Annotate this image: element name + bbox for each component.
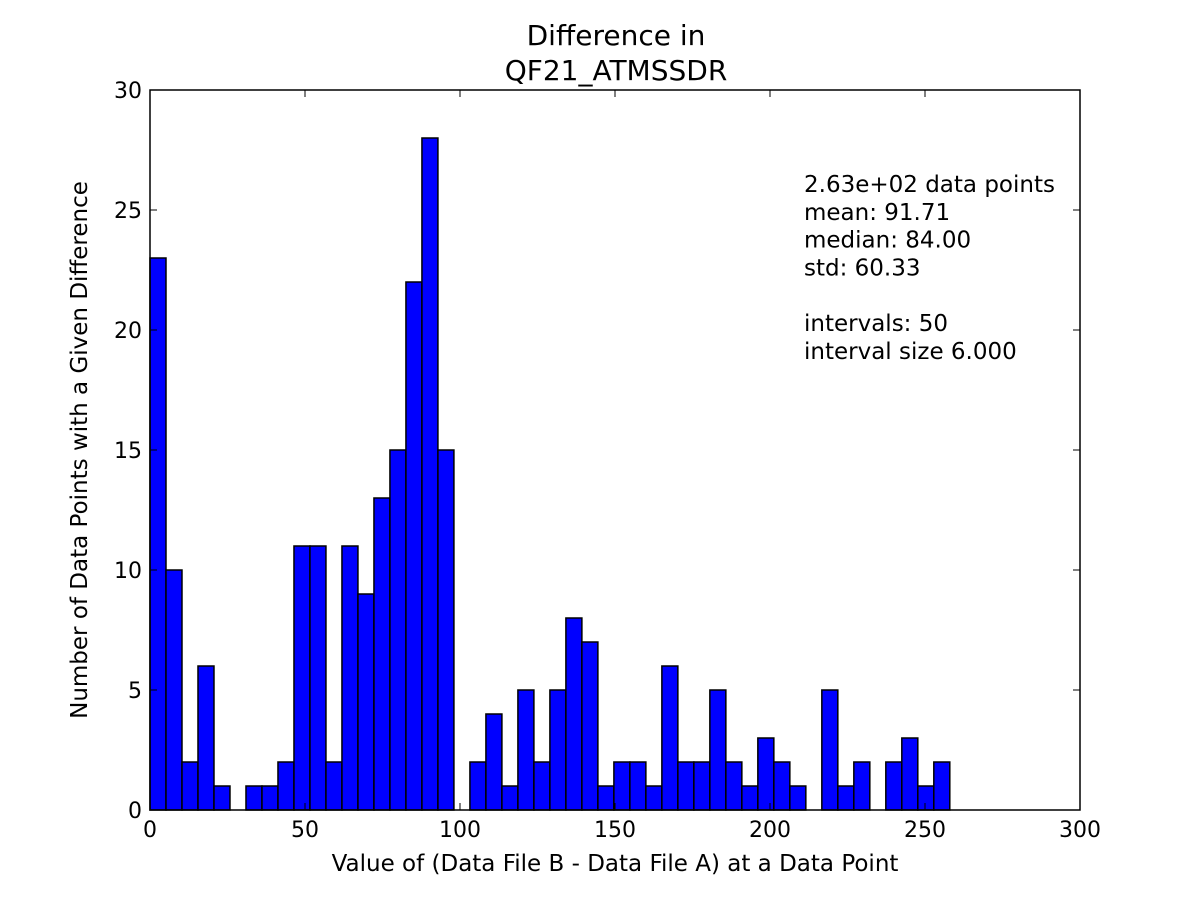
x-axis-label: Value of (Data File B - Data File A) at …	[332, 851, 899, 877]
x-tick-label: 200	[749, 818, 791, 843]
y-axis-label: Number of Data Points with a Given Diffe…	[67, 181, 93, 719]
histogram-bar	[277, 761, 295, 811]
histogram-bar	[389, 449, 407, 811]
x-tick-label: 0	[143, 818, 157, 843]
histogram-bar	[325, 761, 343, 811]
plot-frame	[149, 89, 1081, 811]
histogram-bar	[757, 737, 775, 811]
x-tick-label: 50	[291, 818, 319, 843]
histogram-bar	[725, 761, 743, 811]
histogram-bar	[837, 785, 855, 811]
histogram-bar	[533, 761, 551, 811]
stats-annotation-line: interval size 6.000	[804, 339, 1017, 365]
stats-annotation-line: intervals: 50	[804, 311, 948, 337]
y-tick-label: 30	[114, 79, 142, 104]
histogram-bar	[917, 785, 935, 811]
y-tick-label: 0	[128, 799, 142, 824]
histogram-bar	[693, 761, 711, 811]
histogram-bar	[373, 497, 391, 811]
y-tick-label: 10	[114, 559, 142, 584]
histogram-bar	[565, 617, 583, 811]
histogram-bar	[293, 545, 311, 811]
histogram-bar	[549, 689, 567, 811]
histogram-bar	[309, 545, 327, 811]
histogram-bar	[661, 665, 679, 811]
histogram-bar	[357, 593, 375, 811]
histogram-bar	[469, 761, 487, 811]
histogram-bar	[581, 641, 599, 811]
stats-annotation-line: mean: 91.71	[804, 200, 950, 226]
histogram-bar	[677, 761, 695, 811]
histogram-bar	[853, 761, 871, 811]
histogram-bar	[821, 689, 839, 811]
chart-title-line-2: QF21_ATMSSDR	[505, 54, 728, 87]
y-tick-label: 15	[114, 439, 142, 464]
histogram-bar	[197, 665, 215, 811]
histogram-bar	[629, 761, 647, 811]
chart-title-line-1: Difference in	[527, 19, 706, 52]
y-tick-label: 20	[114, 319, 142, 344]
histogram-bar	[165, 569, 183, 811]
histogram-bar	[901, 737, 919, 811]
histogram-bar	[933, 761, 951, 811]
histogram-bar	[773, 761, 791, 811]
histogram-bar	[181, 761, 199, 811]
stats-annotation-line: median: 84.00	[804, 228, 971, 254]
histogram-bar	[213, 785, 231, 811]
histogram-bar	[885, 761, 903, 811]
histogram-bar	[613, 761, 631, 811]
histogram-bar	[149, 257, 167, 811]
stats-annotation-line: std: 60.33	[804, 255, 921, 281]
histogram-bar	[517, 689, 535, 811]
x-tick-label: 300	[1059, 818, 1101, 843]
histogram-bar	[245, 785, 263, 811]
histogram-bar	[341, 545, 359, 811]
stats-annotation-line: 2.63e+02 data points	[804, 172, 1055, 198]
histogram-bar	[421, 137, 439, 811]
histogram-bar	[645, 785, 663, 811]
histogram-bar	[709, 689, 727, 811]
ticks-group: 0 50 100 150 200 250 300 0 5 10 15 20 25 30	[114, 79, 1101, 843]
x-tick-label: 250	[904, 818, 946, 843]
histogram-bar	[437, 449, 455, 811]
x-tick-label: 100	[439, 818, 481, 843]
histogram-bar	[597, 785, 615, 811]
histogram-bar	[501, 785, 519, 811]
y-tick-label: 5	[128, 679, 142, 704]
histogram-bar	[741, 785, 759, 811]
x-tick-label: 150	[594, 818, 636, 843]
histogram-bar	[485, 713, 503, 811]
histogram-bar	[261, 785, 279, 811]
histogram-bar	[405, 281, 423, 811]
histogram-bar	[789, 785, 807, 811]
y-tick-label: 25	[114, 199, 142, 224]
